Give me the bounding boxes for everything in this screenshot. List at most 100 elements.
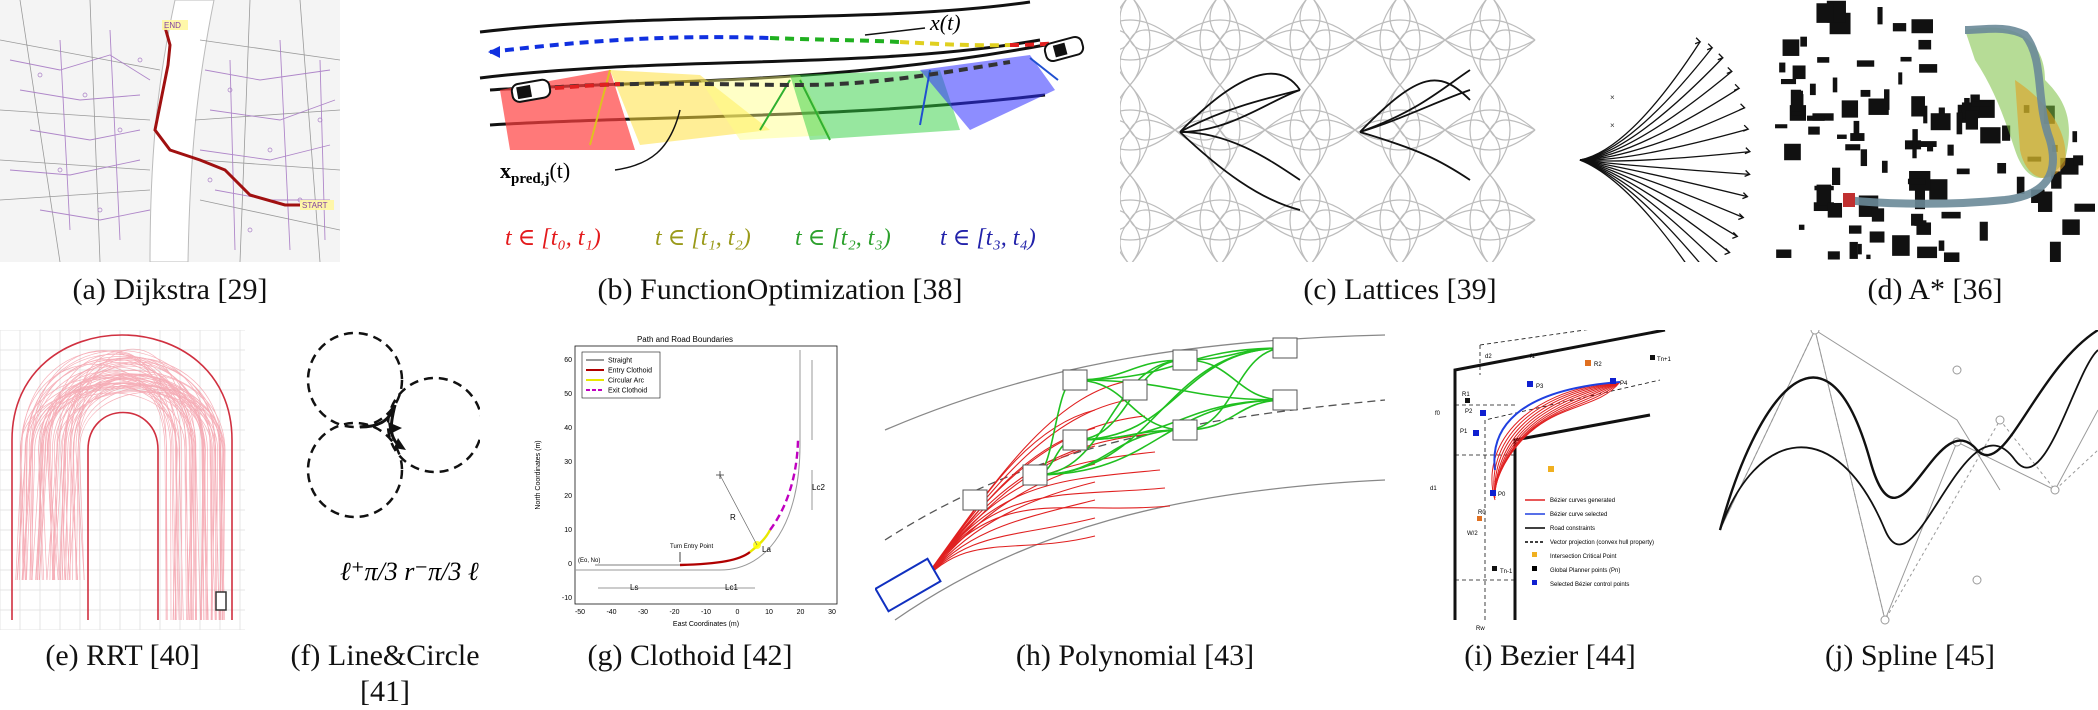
lattice-fan-figure: ×× — [1579, 37, 1752, 262]
svg-text:×: × — [1610, 121, 1615, 130]
svg-text:×: × — [1610, 93, 1615, 102]
x-tick-label: 10 — [765, 609, 773, 616]
svg-text:P0: P0 — [1498, 492, 1506, 498]
rrt-figure — [0, 330, 245, 630]
annot-turn-entry: Turn Entry Point — [670, 544, 713, 550]
caption-c: (c) Lattices [39] — [1303, 273, 1497, 306]
svg-text:R2: R2 — [1594, 362, 1602, 368]
caption-f-line2: [41] — [360, 675, 410, 708]
caption-a: (a) Dijkstra [29] — [72, 273, 268, 306]
intersection-critical-point — [1548, 466, 1554, 472]
clothoid-xlabel: East Coordinates (m) — [673, 621, 739, 628]
legend-label: Road constraints — [1550, 526, 1595, 532]
y-tick-label: 20 — [564, 493, 572, 500]
panel-bezier: Tn-1 P0 P1 P2 P3 P4 Tn+1 R2 R1 R0 d1 d2 … — [1420, 330, 1720, 630]
legend-label: Bézier curve selected — [1550, 512, 1607, 518]
panel-clothoid: Path and Road Boundaries -50 -40 -30 -20 -10… — [520, 330, 850, 630]
caption-f-line1: (f) Line&Circle — [290, 639, 480, 672]
caption-b: (b) FunctionOptimization [38] — [597, 273, 963, 306]
svg-text:d1: d1 — [1430, 486, 1437, 492]
annot-ls: Ls — [630, 583, 638, 592]
annot-r: R — [730, 513, 736, 522]
caption-d: (d) A* [36] — [1867, 273, 2003, 306]
start-label: START — [302, 201, 328, 210]
panel-rrt — [0, 330, 245, 630]
end-label: END — [164, 21, 181, 30]
legend-label: Vector projection (convex hull property) — [1550, 540, 1654, 546]
line-circle-formula: ℓ⁺π/3 r⁻π/3 ℓ⁺π/3 — [340, 557, 480, 586]
svg-text:f0: f0 — [1435, 411, 1441, 417]
svg-text:Rw: Rw — [1476, 626, 1485, 630]
vehicle-box — [1272, 337, 1298, 359]
svg-text:Tn+1: Tn+1 — [1657, 357, 1672, 363]
y-tick-label: 60 — [564, 357, 572, 364]
y-tick-label: 40 — [564, 425, 572, 432]
y-tick-label: 10 — [564, 527, 572, 534]
vehicle-marker — [1843, 193, 1855, 207]
x-tick-label: -50 — [575, 609, 585, 616]
legend-label: Global Planner points (Pn) — [1550, 568, 1620, 574]
panel-polynomial — [875, 330, 1395, 630]
y-tick-label: 30 — [564, 459, 572, 466]
caption-g: (g) Clothoid [42] — [587, 639, 793, 672]
panel-lattices-fan: × × — [1570, 0, 1760, 262]
interval-3: t ∈ [t₂, t₃) — [795, 225, 891, 251]
svg-text:W/2: W/2 — [1467, 531, 1478, 537]
astar-figure — [1775, 0, 2095, 262]
panel-spline — [1715, 330, 2098, 630]
x-tick-label: -10 — [701, 609, 711, 616]
caption-j: (j) Spline [45] — [1825, 639, 1995, 672]
legend-label: Selected Bézier control points — [1550, 582, 1629, 588]
legend-swatch — [1532, 566, 1537, 571]
interval-1: t ∈ [t₀, t₁) — [505, 225, 601, 251]
y-tick-label: 0 — [568, 561, 572, 568]
vehicle-box — [962, 489, 988, 511]
lattice-highlight-paths — [1179, 69, 1471, 211]
clothoid-title: Path and Road Boundaries — [637, 335, 733, 344]
dijkstra-map-figure: END START — [0, 0, 340, 262]
svg-text:f1: f1 — [1530, 354, 1536, 360]
svg-text:R0: R0 — [1478, 510, 1486, 516]
y-tick-label: -10 — [562, 595, 572, 602]
panel-astar — [1775, 0, 2095, 262]
legend-label: Circular Arc — [608, 378, 645, 385]
polynomial-figure — [875, 334, 1386, 621]
end-marker — [162, 20, 188, 30]
annot-la: La — [762, 545, 771, 554]
legend-swatch — [1532, 552, 1537, 557]
vehicle-box — [1272, 389, 1298, 411]
caption-h: (h) Polynomial [43] — [1015, 639, 1255, 672]
car-icon — [215, 591, 227, 611]
vehicle-box — [1172, 349, 1198, 371]
legend-label: Exit Clothoid — [608, 388, 647, 395]
y-tick-label: 50 — [564, 391, 572, 398]
caption-e: (e) RRT [40] — [45, 639, 200, 672]
interval-4: t ∈ [t₃, t₄) — [940, 225, 1036, 251]
car-icon-top — [1043, 35, 1085, 63]
xpred-label: xpred,j(t) — [500, 158, 570, 187]
start-marker — [300, 200, 334, 210]
svg-text:P2: P2 — [1465, 409, 1473, 415]
ego-vehicle-box — [875, 557, 942, 613]
vehicle-box — [1062, 369, 1088, 391]
x-of-t-label: x(t) — [929, 10, 961, 35]
vehicle-box — [1122, 379, 1148, 401]
bezier-figure: Tn-1 P0 P1 P2 P3 P4 Tn+1 R2 R1 R0 d1 d2 … — [1430, 330, 1672, 630]
svg-text:d2: d2 — [1485, 354, 1492, 360]
vehicle-box — [1022, 464, 1048, 486]
annot-lc1: Lc1 — [725, 583, 738, 592]
x-tick-label: 0 — [736, 609, 740, 616]
car-icon-bottom — [510, 78, 552, 103]
legend-label: Bézier curves generated — [1550, 498, 1615, 504]
panel-line-circle: ℓ⁺π/3 r⁻π/3 ℓ⁺π/3 — [280, 330, 480, 630]
vehicle-box — [1062, 429, 1088, 451]
x-tick-label: -40 — [606, 609, 616, 616]
x-tick-label: -30 — [638, 609, 648, 616]
spline-figure — [1718, 330, 2098, 625]
x-tick-label: -20 — [669, 609, 679, 616]
clothoid-ylabel: North Coordinates (m) — [535, 440, 542, 509]
svg-text:P3: P3 — [1536, 384, 1544, 390]
legend-label: Intersection Critical Point — [1550, 554, 1617, 560]
caption-f: (f) Line&Circle [41] — [270, 638, 500, 710]
line-circle-figure: ℓ⁺π/3 r⁻π/3 ℓ⁺π/3 — [306, 331, 480, 586]
